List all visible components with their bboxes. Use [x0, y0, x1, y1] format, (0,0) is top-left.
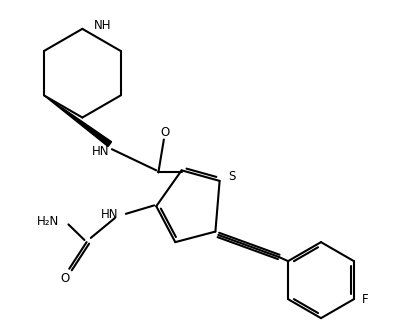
- Text: HN: HN: [93, 145, 110, 158]
- Text: HN: HN: [101, 208, 118, 221]
- Text: O: O: [160, 126, 170, 139]
- Polygon shape: [44, 95, 112, 147]
- Text: F: F: [362, 293, 369, 306]
- Text: H₂N: H₂N: [37, 215, 59, 228]
- Text: O: O: [61, 272, 70, 284]
- Text: NH: NH: [94, 19, 112, 32]
- Text: S: S: [228, 170, 235, 183]
